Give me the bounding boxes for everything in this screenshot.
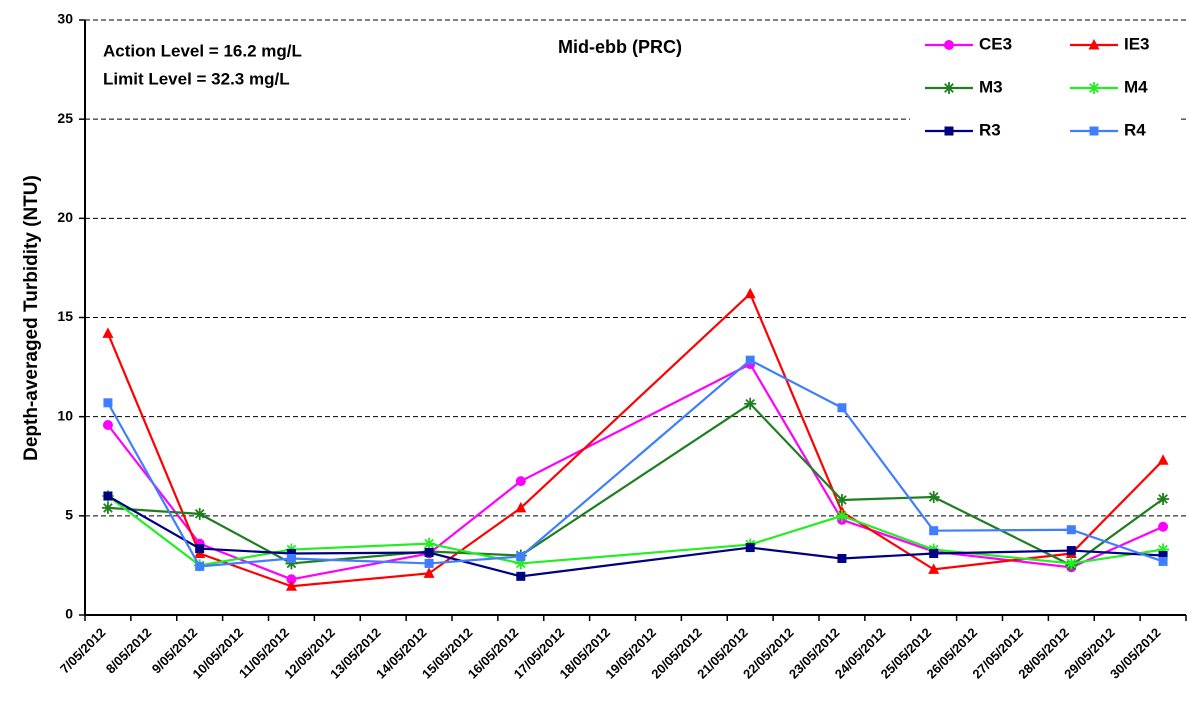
data-point [423,567,435,578]
data-point [1065,557,1078,570]
data-point [195,561,205,571]
data-point [929,526,939,536]
data-point [837,553,847,563]
data-point [514,557,527,570]
data-point [744,287,756,299]
legend-label: M3 [979,77,1003,96]
legend-marker [1089,126,1099,136]
series-line [107,362,1164,581]
legend-marker [943,82,955,94]
series-line [107,402,1164,567]
data-point [927,490,940,503]
data-point [1157,454,1169,465]
data-point [103,398,113,408]
data-point [1066,525,1076,535]
legend-label: M4 [1124,77,1148,96]
legend-box [910,28,1180,153]
y-tick-label: 5 [65,507,73,523]
data-point [286,549,296,559]
data-point [1158,556,1168,566]
data-point [929,549,939,559]
data-point [285,580,297,591]
data-point [286,553,296,563]
series-line [106,358,1164,568]
data-point [102,419,113,430]
legend-marker [944,40,954,50]
y-tick-label: 30 [57,11,73,27]
y-axis-title: Depth-averaged Turbidity (NTU) [21,175,42,461]
data-point [745,355,755,365]
data-point [745,543,755,553]
legend-marker [1088,82,1100,94]
data-point [424,548,434,558]
annotation: Limit Level = 32.3 mg/L [103,69,290,88]
legend-label: R4 [1124,120,1146,139]
annotation: Action Level = 16.2 mg/L [103,41,302,60]
y-tick-label: 10 [57,407,73,423]
data-point [837,403,847,413]
legend-label: CE3 [979,34,1012,53]
data-point [103,491,113,501]
data-point [101,501,114,514]
y-tick-label: 20 [57,209,73,225]
data-point [1158,551,1168,560]
series-line [107,495,1164,578]
x-tick-label: 8/05/2012 [103,625,155,677]
data-point [1157,492,1170,505]
data-point [1158,521,1169,532]
data-point [515,476,526,487]
legend-marker [1088,39,1100,50]
data-point [835,493,848,506]
data-point [102,327,114,338]
data-point [516,571,526,581]
data-point [193,507,206,520]
legend-label: R3 [979,120,1001,139]
data-point [424,558,434,568]
chart-title: Mid-ebb (PRC) [558,37,682,57]
data-point [423,537,436,550]
y-tick-label: 0 [65,606,73,622]
y-tick-label: 15 [57,308,73,324]
data-point [1066,546,1076,556]
data-point [195,544,205,554]
x-tick-label: 7/05/2012 [57,625,109,677]
legend-marker [944,126,954,136]
data-point [515,501,527,513]
data-point [286,574,297,585]
data-point [744,397,757,410]
series-line [106,291,1164,588]
y-tick-label: 25 [57,110,73,126]
series-line [107,495,1164,567]
legend-label: IE3 [1124,34,1150,53]
data-point [1157,543,1170,556]
data-point [928,563,940,574]
data-point [516,551,526,561]
data-point [285,557,298,570]
data-point [835,509,848,522]
